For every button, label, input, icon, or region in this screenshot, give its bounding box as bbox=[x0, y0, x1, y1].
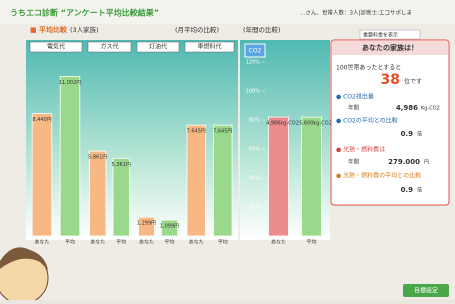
bar-text: 5,600kg-CO2 bbox=[299, 121, 332, 127]
cost-year: 年間 bbox=[348, 158, 360, 166]
app-title: うちエコ診断 “アンケート平均比較結果” bbox=[10, 8, 159, 18]
value-label: 7,645円 bbox=[213, 129, 232, 135]
y-tick-label: 120% bbox=[246, 60, 261, 66]
x-tick-label: あなた bbox=[189, 239, 204, 246]
x-tick-label: 平均 bbox=[164, 239, 174, 246]
co2-unit: Kg-CO2 bbox=[421, 106, 440, 112]
co2-ratio-title: ● CO2の平均との比較 bbox=[336, 117, 398, 125]
value-label: 5,861円 bbox=[88, 155, 107, 161]
co2-year: 年間 bbox=[348, 104, 360, 112]
rank: 38 bbox=[381, 72, 400, 88]
panel-header-label: 灯油代 bbox=[149, 43, 167, 51]
cost-period: (月平均の比較) bbox=[175, 25, 219, 34]
co2-period: (年間の比較) bbox=[243, 25, 281, 34]
cost-ratio-title: ● 光熱・燃料費の平均との比較 bbox=[336, 172, 421, 180]
value-label: 1,099円 bbox=[160, 224, 179, 230]
y-tick-label: 40% bbox=[249, 176, 260, 182]
value-label: 8,440円 bbox=[32, 117, 51, 123]
x-tick-label: 平均 bbox=[65, 239, 75, 246]
goal-button-label: 目標設定 bbox=[414, 287, 438, 295]
dropdown-label: 重要料金を表示 bbox=[363, 32, 398, 39]
y-tick-label: 20% bbox=[249, 205, 260, 211]
x-tick-label: あなた bbox=[34, 239, 49, 246]
value-label: 11,002円 bbox=[59, 80, 82, 86]
x-tick-label: 平均 bbox=[218, 239, 228, 246]
bar bbox=[187, 125, 206, 236]
x-tick-label: あなた bbox=[139, 239, 154, 246]
bar bbox=[302, 117, 322, 236]
bar bbox=[269, 117, 289, 236]
value-label: 7,645円 bbox=[187, 129, 206, 135]
co2-title: ● CO2排出量 bbox=[336, 93, 374, 101]
cost-unit: 円 bbox=[424, 160, 429, 166]
user-info: …さん、世帯人数：3人[診断士:エコサポしま bbox=[300, 9, 412, 17]
bar bbox=[32, 114, 52, 236]
x-tick-label: 平均 bbox=[306, 239, 316, 246]
cost-title: ■ 平均比較 bbox=[30, 25, 68, 34]
summary-heading: あなたの家族は！ bbox=[362, 43, 418, 52]
cost-ratio-unit: 倍 bbox=[417, 187, 422, 194]
cost-summary-title: ● 光熱・燃料費は bbox=[336, 146, 385, 154]
bar bbox=[90, 151, 106, 236]
panel-header-label: 電気代 bbox=[47, 43, 65, 51]
x-tick-label: あなた bbox=[271, 239, 286, 246]
family: (3人家族) bbox=[70, 25, 99, 34]
bar bbox=[60, 76, 80, 236]
y-tick-label: 80% bbox=[249, 118, 260, 124]
x-tick-label: 平均 bbox=[116, 239, 126, 246]
cost-panel bbox=[26, 40, 238, 240]
panel-header-label: ガス代 bbox=[100, 43, 118, 51]
screen: うちエコ診断 “アンケート平均比較結果” …さん、世帯人数：3人[診断士:エコサ… bbox=[0, 0, 455, 300]
bar bbox=[113, 158, 129, 236]
co2-ratio-unit: 倍 bbox=[417, 131, 422, 138]
rank-prefix: 100世帯あったとすると bbox=[336, 64, 401, 72]
bar bbox=[213, 125, 232, 236]
x-tick-label: あなた bbox=[90, 239, 105, 246]
value-label: 1,299円 bbox=[137, 221, 156, 227]
y-tick-label: 100% bbox=[246, 89, 261, 95]
rank-suffix: 位です bbox=[404, 78, 422, 86]
co2-button-label: CO2 bbox=[249, 48, 262, 55]
cost-value: 279.000 bbox=[388, 158, 420, 166]
co2-ratio: 0.9 bbox=[401, 130, 414, 138]
panel-header-label: 車燃料代 bbox=[197, 43, 221, 51]
co2-value: 4,986 bbox=[396, 104, 418, 112]
y-tick-label: 60% bbox=[249, 147, 260, 153]
value-label: 5,361円 bbox=[112, 162, 131, 168]
bar-text: 4,986kg-CO2 bbox=[266, 121, 299, 127]
cost-ratio: 0.9 bbox=[401, 186, 414, 194]
